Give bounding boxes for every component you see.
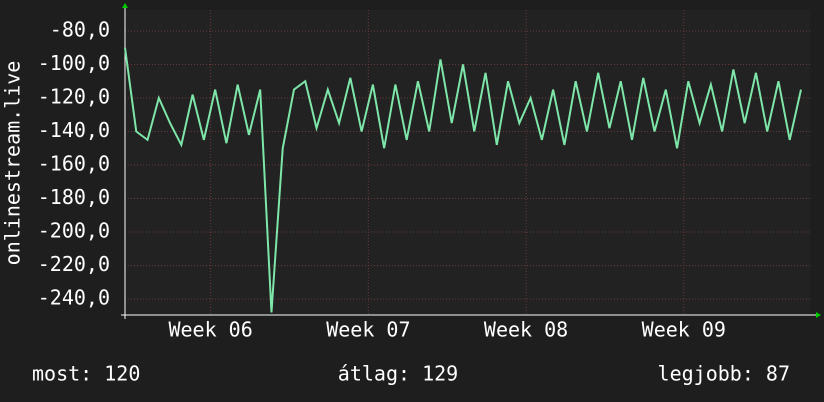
y-axis-label: onlinestream.live bbox=[1, 61, 25, 266]
x-tick-label: Week 06 bbox=[168, 318, 252, 342]
x-tick-label: Week 09 bbox=[642, 318, 726, 342]
y-tick-label: -180,0 bbox=[38, 185, 110, 209]
axis-arrow bbox=[816, 312, 821, 318]
footer-stat: most: 120 bbox=[32, 362, 140, 386]
series-line bbox=[124, 47, 802, 313]
y-tick-label: -120,0 bbox=[38, 84, 110, 108]
x-tick-label: Week 07 bbox=[326, 318, 410, 342]
y-tick-label: -200,0 bbox=[38, 219, 110, 243]
y-tick-label: -240,0 bbox=[38, 286, 110, 310]
y-tick-label: -80,0 bbox=[50, 17, 110, 41]
footer-stat: legjobb: 87 bbox=[658, 362, 790, 386]
y-tick-label: -160,0 bbox=[38, 152, 110, 176]
y-tick-label: -100,0 bbox=[38, 51, 110, 75]
footer-stat: átlag: 129 bbox=[338, 362, 458, 386]
plot-area bbox=[125, 10, 810, 315]
axis-arrow bbox=[122, 3, 128, 8]
x-tick-label: Week 08 bbox=[484, 318, 568, 342]
y-tick-label: -140,0 bbox=[38, 118, 110, 142]
y-tick-label: -220,0 bbox=[38, 252, 110, 276]
